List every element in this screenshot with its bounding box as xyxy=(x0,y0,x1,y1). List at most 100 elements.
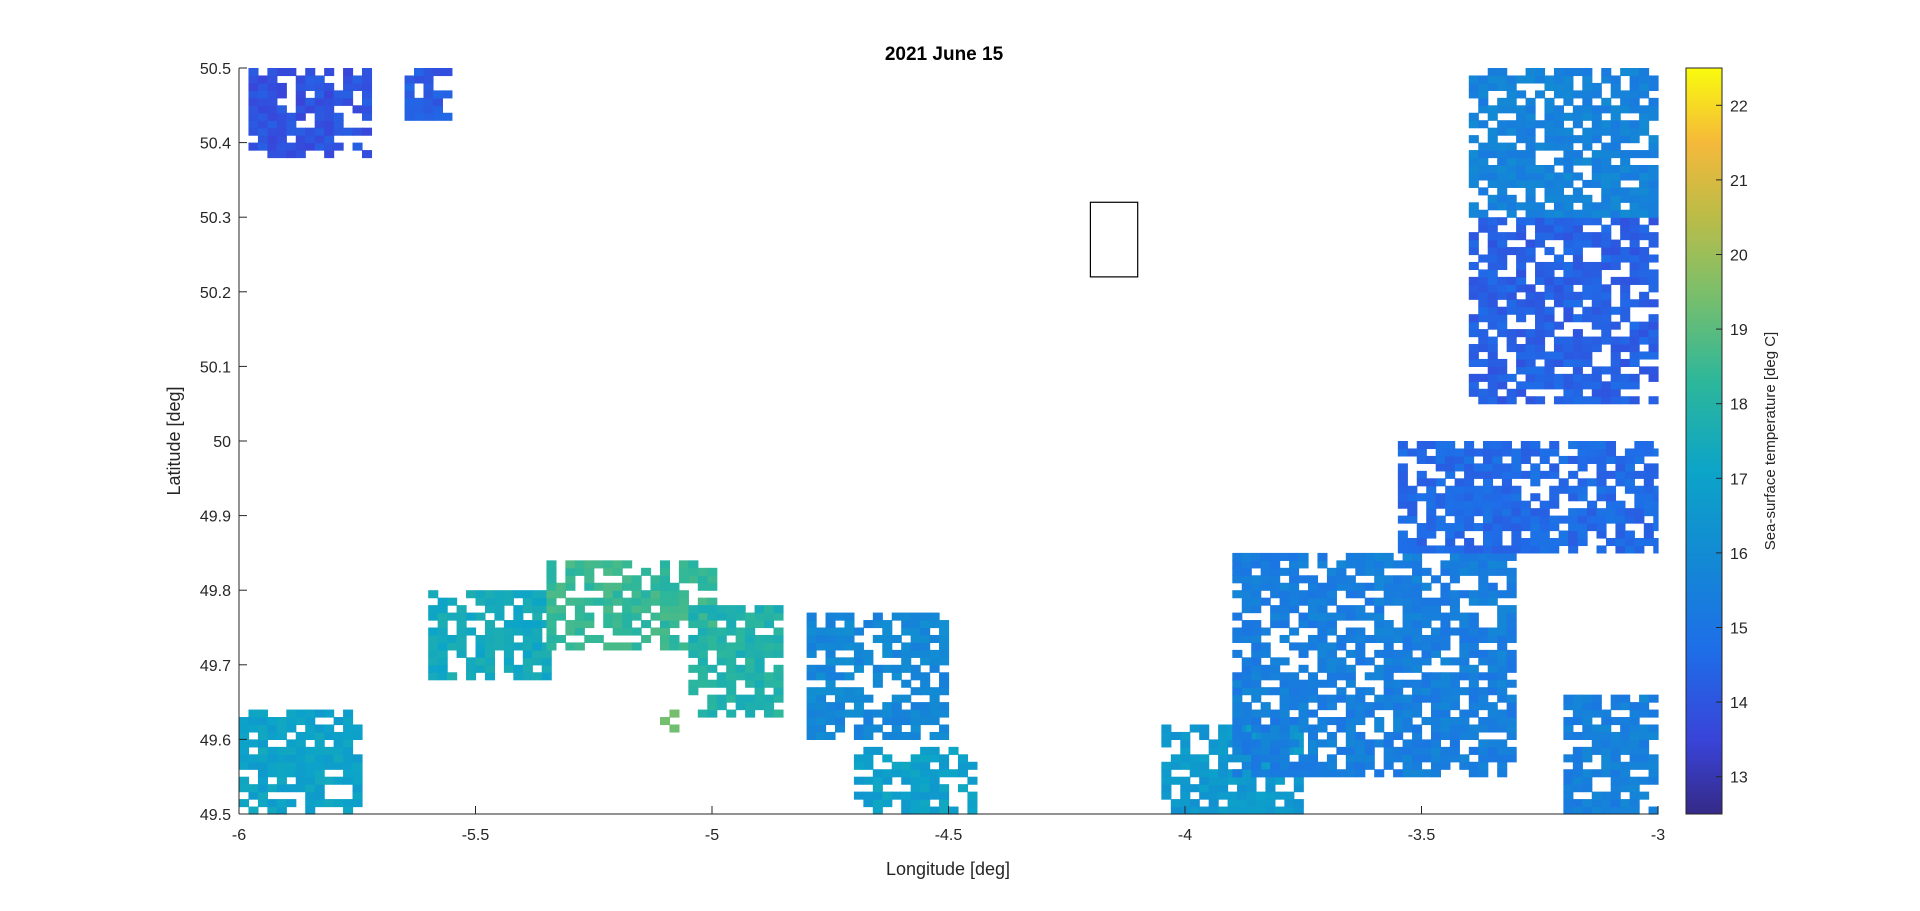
heat-cell xyxy=(745,649,756,658)
heat-cell xyxy=(1525,135,1536,144)
heat-cell xyxy=(1601,746,1612,755)
heat-cell xyxy=(1307,597,1319,606)
heat-cell xyxy=(1397,441,1408,450)
heat-cell xyxy=(754,657,765,666)
heat-cell xyxy=(1511,515,1522,524)
heat-cell xyxy=(1161,769,1172,778)
heat-cell xyxy=(1421,717,1432,726)
heat-cell xyxy=(1620,306,1631,315)
heat-cell xyxy=(1629,232,1640,241)
heat-cell xyxy=(1402,642,1413,651)
heat-cell xyxy=(1558,478,1569,487)
heat-cell xyxy=(1241,582,1252,591)
heat-cell xyxy=(1563,299,1574,308)
heat-cell xyxy=(1497,634,1508,644)
heat-cell xyxy=(659,597,671,606)
heat-cell xyxy=(239,731,250,740)
heat-cell xyxy=(939,791,950,800)
heat-cell xyxy=(1336,657,1347,666)
heat-cell xyxy=(1596,508,1607,517)
heat-cell xyxy=(1629,127,1640,136)
heat-cell xyxy=(669,612,680,621)
heat-cell xyxy=(1298,709,1309,718)
heat-cell xyxy=(939,769,950,778)
heat-cell xyxy=(276,68,287,77)
heat-cell xyxy=(484,642,496,651)
heat-cell xyxy=(1487,381,1498,390)
heat-cell xyxy=(1468,75,1479,84)
heat-cell xyxy=(1610,306,1621,315)
heat-cell xyxy=(735,694,746,703)
heat-cell xyxy=(1430,717,1442,726)
heat-cell xyxy=(1544,358,1555,367)
heat-cell xyxy=(1553,142,1564,151)
heat-cell xyxy=(1487,150,1498,159)
heat-cell xyxy=(1582,105,1593,114)
heat-cell xyxy=(248,142,259,151)
heat-cell xyxy=(929,791,940,800)
colorbar-tick-label: 17 xyxy=(1730,471,1748,488)
heat-cell xyxy=(920,620,931,629)
heat-cell xyxy=(1629,172,1640,181)
heat-cell xyxy=(1251,575,1262,584)
heat-cell xyxy=(1435,515,1446,524)
heat-cell xyxy=(1620,291,1631,300)
heat-cell xyxy=(343,97,354,106)
heat-cell xyxy=(1601,336,1612,345)
heat-cell xyxy=(1445,508,1456,517)
heat-cell xyxy=(1549,500,1560,509)
heat-cell xyxy=(754,679,765,688)
heat-cell xyxy=(1544,112,1555,121)
heat-cell xyxy=(1478,560,1489,569)
heat-cell xyxy=(1326,694,1337,703)
heat-cell xyxy=(466,627,477,636)
heat-cell xyxy=(1610,172,1621,181)
heat-cell xyxy=(834,702,846,711)
heat-cell xyxy=(1516,217,1527,226)
heat-cell xyxy=(1449,724,1460,733)
heat-cell xyxy=(1497,68,1508,77)
heat-cell xyxy=(1624,455,1635,464)
heat-cell xyxy=(1506,605,1517,614)
heat-cell xyxy=(707,567,718,576)
heat-cell xyxy=(1468,612,1479,621)
heat-cell xyxy=(1180,784,1191,793)
heat-cell xyxy=(1535,217,1546,226)
heat-cell xyxy=(1610,791,1621,800)
heat-cell xyxy=(1421,582,1432,591)
heat-cell xyxy=(1487,336,1498,345)
heat-cell xyxy=(1497,717,1508,726)
heat-cell xyxy=(484,605,496,614)
heat-cell xyxy=(1251,769,1262,778)
heat-cell xyxy=(1421,739,1432,748)
heat-cell xyxy=(1478,75,1489,84)
heat-cell xyxy=(1374,552,1385,561)
heat-cell xyxy=(1610,358,1621,367)
heat-cell xyxy=(1293,806,1304,815)
heat-cell xyxy=(343,754,354,763)
heat-cell xyxy=(1426,493,1437,502)
heat-cell xyxy=(1345,605,1356,614)
heat-cell xyxy=(466,612,477,621)
heat-cell xyxy=(688,567,699,576)
heat-cell xyxy=(1407,515,1418,524)
heat-cell xyxy=(1449,612,1460,621)
heat-cell xyxy=(1265,784,1276,793)
heat-cell xyxy=(267,806,278,815)
heat-cell xyxy=(352,761,363,770)
heat-cell xyxy=(1563,314,1574,323)
heat-cell xyxy=(1199,754,1210,763)
heat-cell xyxy=(1251,694,1262,703)
heat-cell xyxy=(603,612,614,621)
heat-cell xyxy=(1563,291,1574,300)
heat-cell xyxy=(920,702,931,711)
heat-cell xyxy=(1482,441,1494,450)
heat-cell xyxy=(891,634,902,644)
heat-cell xyxy=(447,634,458,644)
heat-cell xyxy=(1553,291,1564,300)
heat-cell xyxy=(276,82,287,91)
heat-cell xyxy=(631,627,642,636)
heat-cell xyxy=(1199,724,1210,733)
heat-cell xyxy=(1553,299,1564,308)
heat-cell xyxy=(1279,702,1290,711)
